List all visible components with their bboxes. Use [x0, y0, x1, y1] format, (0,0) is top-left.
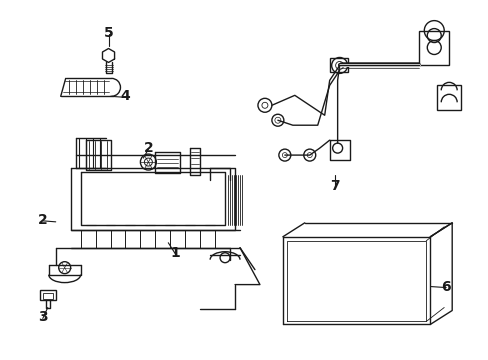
Text: 2: 2 [38, 213, 47, 227]
Bar [42, 293, 53, 298]
Text: 3: 3 [38, 310, 47, 324]
Text: 4: 4 [121, 89, 130, 103]
Text: 2: 2 [143, 141, 153, 155]
Bar [436, 85, 460, 110]
Text: 1: 1 [170, 246, 180, 260]
Text: 6: 6 [441, 280, 450, 294]
Text: 7: 7 [329, 179, 339, 193]
Bar [419, 31, 448, 66]
Text: 5: 5 [103, 26, 113, 40]
Bar [329, 58, 347, 72]
Bar [40, 289, 56, 300]
